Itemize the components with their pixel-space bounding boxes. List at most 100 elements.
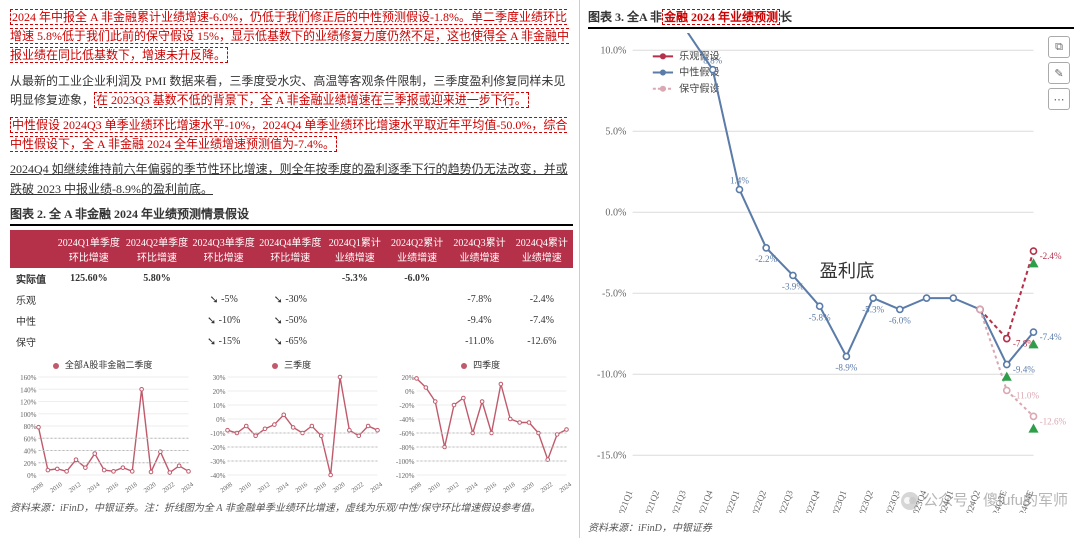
svg-text:2016: 2016 bbox=[105, 480, 120, 492]
toolbar-copy-icon[interactable]: ⧉ bbox=[1048, 36, 1070, 58]
svg-text:2008: 2008 bbox=[219, 481, 234, 493]
svg-text:2021Q2: 2021Q2 bbox=[642, 489, 662, 513]
toolbar-more-icon[interactable]: ⋯ bbox=[1048, 88, 1070, 110]
figure-2-source: 资料来源：iFinD，中银证券。注：折线图为全 A 非金融单季业绩环比增速，虚线… bbox=[10, 499, 573, 514]
svg-text:-120%: -120% bbox=[396, 472, 415, 480]
svg-text:20%: 20% bbox=[213, 388, 226, 396]
svg-text:-60%: -60% bbox=[399, 430, 414, 438]
svg-text:2024: 2024 bbox=[558, 480, 573, 492]
svg-text:2022: 2022 bbox=[351, 481, 366, 493]
svg-text:-5.0%: -5.0% bbox=[602, 288, 627, 299]
svg-text:120%: 120% bbox=[20, 398, 37, 406]
wechat-icon bbox=[901, 492, 919, 510]
svg-text:2021Q1: 2021Q1 bbox=[615, 489, 634, 513]
svg-text:0%: 0% bbox=[27, 472, 37, 480]
highlight-3: 中性假设 2024Q3 单季业绩环比增速水平-10%，2024Q4 单季业绩环比… bbox=[10, 117, 567, 152]
svg-text:-5.8%: -5.8% bbox=[809, 312, 831, 322]
highlight-2: 在 2023Q3 基数不低的背景下，全 A 非金融业绩增速在三季报或迎来进一步下… bbox=[94, 92, 529, 108]
toolbar-edit-icon[interactable]: ✎ bbox=[1048, 62, 1070, 84]
svg-text:2022Q2: 2022Q2 bbox=[749, 489, 769, 513]
svg-text:-7.4%: -7.4% bbox=[1040, 332, 1062, 342]
svg-text:2022: 2022 bbox=[162, 481, 177, 493]
svg-text:160%: 160% bbox=[20, 374, 37, 382]
svg-text:-20%: -20% bbox=[210, 444, 225, 452]
svg-text:2020: 2020 bbox=[143, 481, 158, 493]
svg-text:20%: 20% bbox=[24, 459, 37, 467]
scenario-table: 2024Q1单季度环比增速2024Q2单季度环比增速2024Q3单季度环比增速2… bbox=[10, 230, 573, 352]
svg-text:2014: 2014 bbox=[465, 480, 480, 492]
svg-text:盈利底: 盈利底 bbox=[820, 261, 875, 281]
svg-text:2022Q3: 2022Q3 bbox=[775, 489, 795, 513]
svg-text:-100%: -100% bbox=[396, 458, 415, 466]
svg-text:2012: 2012 bbox=[446, 481, 461, 493]
svg-text:2012: 2012 bbox=[257, 481, 272, 493]
paragraph-4: 2024Q4 如继续维持前六年偏弱的季节性环比增速，则全年按季度的盈利逐季下行的… bbox=[10, 160, 573, 198]
svg-text:-20%: -20% bbox=[399, 402, 414, 410]
svg-text:2016: 2016 bbox=[483, 480, 498, 492]
mini-chart-q4: 四季度 -120%-100%-80%-60%-40%-20%0%20%20082… bbox=[388, 358, 573, 497]
figure-3-source: 资料来源：iFinD，中银证券 bbox=[588, 519, 1074, 534]
svg-text:-30%: -30% bbox=[210, 458, 225, 466]
svg-text:1.4%: 1.4% bbox=[730, 175, 749, 185]
svg-text:10%: 10% bbox=[213, 402, 226, 410]
svg-text:0%: 0% bbox=[216, 416, 226, 424]
svg-text:2018: 2018 bbox=[502, 481, 517, 493]
svg-text:2023Q2: 2023Q2 bbox=[856, 489, 876, 513]
svg-text:0%: 0% bbox=[405, 388, 415, 396]
svg-text:-80%: -80% bbox=[399, 444, 414, 452]
svg-text:100%: 100% bbox=[20, 410, 37, 418]
svg-text:20%: 20% bbox=[402, 374, 415, 382]
svg-text:2022Q4: 2022Q4 bbox=[802, 489, 822, 513]
watermark: 公众号：傻fufu的军师 bbox=[901, 489, 1068, 510]
svg-text:2020: 2020 bbox=[521, 481, 536, 493]
mini-charts-row: 全部A股非金融二季度 0%20%40%60%80%100%120%140%160… bbox=[10, 358, 573, 497]
svg-text:140%: 140% bbox=[20, 386, 37, 394]
svg-text:2021Q4: 2021Q4 bbox=[695, 489, 715, 513]
svg-text:2008: 2008 bbox=[30, 481, 45, 493]
svg-text:-9.4%: -9.4% bbox=[1013, 365, 1035, 375]
svg-text:2018: 2018 bbox=[124, 481, 139, 493]
mini-chart-q3: 三季度 -40%-30%-20%-10%0%10%20%30%200820102… bbox=[199, 358, 384, 497]
chart-toolbar: ⧉ ✎ ⋯ bbox=[1048, 36, 1070, 110]
svg-text:-40%: -40% bbox=[210, 472, 225, 480]
svg-text:-12.6%: -12.6% bbox=[1040, 416, 1067, 426]
svg-text:2022: 2022 bbox=[540, 481, 555, 493]
svg-text:10.0%: 10.0% bbox=[600, 45, 627, 56]
highlight-1: 2024 年中报全 A 非金融累计业绩增速-6.0%，仍低于我们修正后的中性预测… bbox=[10, 9, 569, 63]
svg-text:30%: 30% bbox=[213, 374, 226, 382]
svg-text:-15.0%: -15.0% bbox=[597, 450, 627, 461]
mini-chart-q2: 全部A股非金融二季度 0%20%40%60%80%100%120%140%160… bbox=[10, 358, 195, 497]
paragraph-2: 从最新的工业企业利润及 PMI 数据来看，三季度受水灾、高温等客观条件限制，三季… bbox=[10, 72, 573, 110]
paragraph-1: 2024 年中报全 A 非金融累计业绩增速-6.0%，仍低于我们修正后的中性预测… bbox=[10, 8, 573, 66]
svg-text:2023Q3: 2023Q3 bbox=[882, 489, 902, 513]
svg-text:2021Q3: 2021Q3 bbox=[668, 489, 688, 513]
svg-text:2014: 2014 bbox=[87, 480, 102, 492]
figure-3-title: 图表 3. 全A 非金融 2024 年业绩预测长 bbox=[588, 8, 1074, 29]
svg-text:-40%: -40% bbox=[399, 416, 414, 424]
svg-text:保守假设: 保守假设 bbox=[679, 82, 719, 95]
svg-text:-2.2%: -2.2% bbox=[755, 254, 777, 264]
svg-text:-3.9%: -3.9% bbox=[782, 282, 804, 292]
svg-text:5.0%: 5.0% bbox=[605, 126, 627, 137]
paragraph-3: 中性假设 2024Q3 单季业绩环比增速水平-10%，2024Q4 单季业绩环比… bbox=[10, 116, 573, 154]
svg-text:8.8%: 8.8% bbox=[703, 56, 722, 66]
svg-text:-6.0%: -6.0% bbox=[889, 316, 911, 326]
svg-text:2024: 2024 bbox=[369, 480, 384, 492]
svg-text:60%: 60% bbox=[24, 435, 37, 443]
svg-text:80%: 80% bbox=[24, 423, 37, 431]
figure-2-title: 图表 2. 全 A 非金融 2024 年业绩预测情景假设 bbox=[10, 205, 573, 226]
svg-text:40%: 40% bbox=[24, 447, 37, 455]
svg-text:2023Q1: 2023Q1 bbox=[829, 489, 848, 513]
svg-text:2010: 2010 bbox=[427, 481, 442, 493]
svg-text:2010: 2010 bbox=[238, 481, 253, 493]
svg-text:2018: 2018 bbox=[313, 481, 328, 493]
svg-text:-8.9%: -8.9% bbox=[835, 363, 857, 373]
svg-text:2024: 2024 bbox=[180, 480, 195, 492]
svg-text:2016: 2016 bbox=[294, 480, 309, 492]
svg-text:2022Q1: 2022Q1 bbox=[722, 489, 741, 513]
svg-text:2014: 2014 bbox=[276, 480, 291, 492]
left-column: 2024 年中报全 A 非金融累计业绩增速-6.0%，仍低于我们修正后的中性预测… bbox=[0, 0, 580, 538]
svg-text:0.0%: 0.0% bbox=[605, 207, 627, 218]
svg-text:-10.0%: -10.0% bbox=[597, 369, 627, 380]
svg-text:-10%: -10% bbox=[210, 430, 225, 438]
